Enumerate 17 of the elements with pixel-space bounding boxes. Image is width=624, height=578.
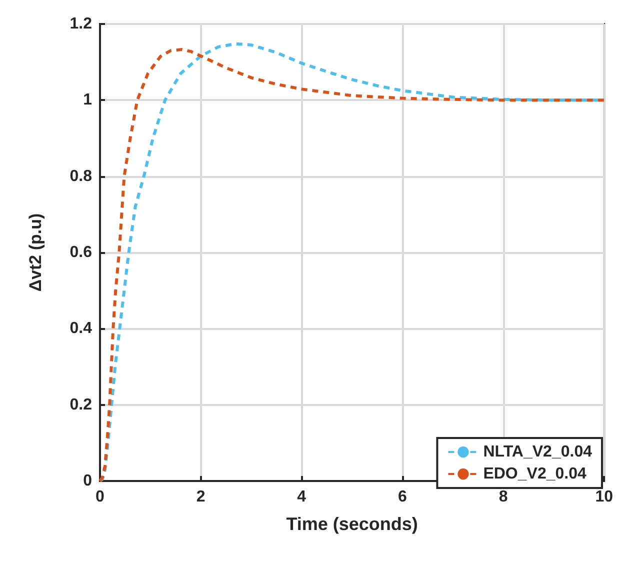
y-axis-title: Δvt2 (p.u) — [26, 213, 45, 292]
legend-label: NLTA_V2_0.04 — [483, 444, 592, 460]
x-tick-label: 4 — [297, 488, 306, 506]
y-tick-label: 0.4 — [70, 320, 92, 338]
legend-label: EDO_V2_0.04 — [483, 466, 586, 482]
x-tick-label: 6 — [398, 488, 408, 506]
y-tick-label: 1 — [83, 92, 92, 109]
y-tick-label: 0.8 — [70, 168, 92, 185]
x-tick-label: 10 — [595, 488, 614, 506]
y-tick-label: 0 — [83, 472, 92, 490]
y-tick-label: 0.6 — [70, 244, 92, 261]
y-tick-label: 0.2 — [70, 396, 92, 414]
x-tick-label: 8 — [498, 488, 508, 506]
x-tick-label: 2 — [196, 488, 206, 506]
x-axis-title: Time (seconds) — [286, 514, 418, 534]
x-tick-label: 0 — [96, 488, 105, 506]
y-tick-label: 1.2 — [70, 16, 92, 32]
